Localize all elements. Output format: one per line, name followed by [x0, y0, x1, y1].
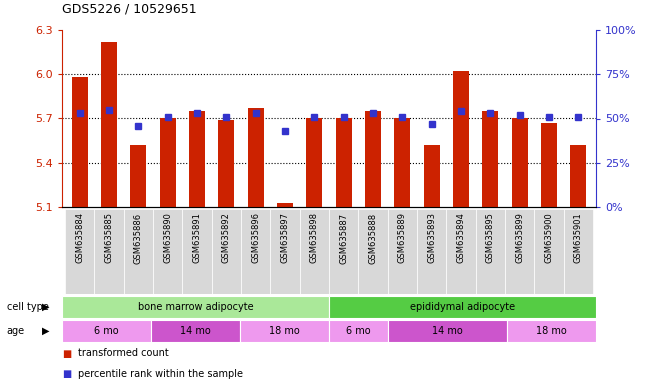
Text: 14 mo: 14 mo — [432, 326, 463, 336]
Bar — [541, 123, 557, 207]
Text: GSM635889: GSM635889 — [398, 212, 407, 263]
Text: ▶: ▶ — [42, 302, 49, 312]
Bar — [62, 296, 329, 318]
Bar — [62, 320, 151, 342]
Text: GSM635899: GSM635899 — [515, 212, 524, 263]
Bar — [218, 120, 234, 207]
Bar — [65, 209, 94, 294]
Bar — [72, 77, 88, 207]
Text: cell type: cell type — [7, 302, 48, 312]
Bar — [417, 209, 447, 294]
Bar — [151, 320, 240, 342]
Text: GSM635894: GSM635894 — [456, 212, 465, 263]
Bar — [505, 209, 534, 294]
Text: 14 mo: 14 mo — [180, 326, 211, 336]
Bar — [388, 209, 417, 294]
Bar — [277, 203, 293, 207]
Text: percentile rank within the sample: percentile rank within the sample — [78, 369, 243, 379]
Text: GSM635896: GSM635896 — [251, 212, 260, 263]
Bar — [240, 320, 329, 342]
Bar — [124, 209, 153, 294]
Text: 6 mo: 6 mo — [346, 326, 371, 336]
Bar — [94, 209, 124, 294]
Text: GSM635893: GSM635893 — [427, 212, 436, 263]
Bar — [564, 209, 593, 294]
Text: GSM635892: GSM635892 — [222, 212, 231, 263]
Bar — [358, 209, 388, 294]
Bar — [241, 209, 270, 294]
Bar — [270, 209, 299, 294]
Text: GSM635886: GSM635886 — [134, 212, 143, 263]
Bar — [476, 209, 505, 294]
Text: ■: ■ — [62, 369, 71, 379]
Bar — [299, 209, 329, 294]
Text: ▶: ▶ — [42, 326, 49, 336]
Text: ■: ■ — [62, 349, 71, 359]
Bar — [424, 145, 440, 207]
Text: GSM635901: GSM635901 — [574, 212, 583, 263]
Bar — [453, 71, 469, 207]
Text: 18 mo: 18 mo — [269, 326, 300, 336]
Text: GDS5226 / 10529651: GDS5226 / 10529651 — [62, 2, 197, 15]
Bar — [365, 111, 381, 207]
Bar — [329, 209, 358, 294]
Text: bone marrow adipocyte: bone marrow adipocyte — [138, 302, 253, 312]
Bar — [101, 42, 117, 207]
Text: GSM635890: GSM635890 — [163, 212, 172, 263]
Text: transformed count: transformed count — [78, 349, 169, 359]
Bar — [507, 320, 596, 342]
Bar — [389, 320, 507, 342]
Bar — [182, 209, 212, 294]
Text: epididymal adipocyte: epididymal adipocyte — [410, 302, 515, 312]
Text: GSM635897: GSM635897 — [281, 212, 290, 263]
Bar — [329, 320, 389, 342]
Bar — [189, 111, 205, 207]
Text: GSM635898: GSM635898 — [310, 212, 319, 263]
Text: GSM635887: GSM635887 — [339, 212, 348, 263]
Bar — [395, 119, 410, 207]
Bar — [482, 111, 499, 207]
Bar — [570, 145, 587, 207]
Text: GSM635885: GSM635885 — [104, 212, 113, 263]
Bar — [512, 119, 528, 207]
Text: age: age — [7, 326, 25, 336]
Bar — [153, 209, 182, 294]
Bar — [306, 119, 322, 207]
Text: 6 mo: 6 mo — [94, 326, 119, 336]
Bar — [130, 145, 146, 207]
Bar — [534, 209, 564, 294]
Text: GSM635891: GSM635891 — [193, 212, 201, 263]
Text: GSM635900: GSM635900 — [544, 212, 553, 263]
Text: GSM635888: GSM635888 — [368, 212, 378, 263]
Bar — [329, 296, 596, 318]
Text: 18 mo: 18 mo — [536, 326, 567, 336]
Text: GSM635884: GSM635884 — [75, 212, 84, 263]
Text: GSM635895: GSM635895 — [486, 212, 495, 263]
Bar — [247, 108, 264, 207]
Bar — [336, 119, 352, 207]
Bar — [212, 209, 241, 294]
Bar — [159, 119, 176, 207]
Bar — [447, 209, 476, 294]
